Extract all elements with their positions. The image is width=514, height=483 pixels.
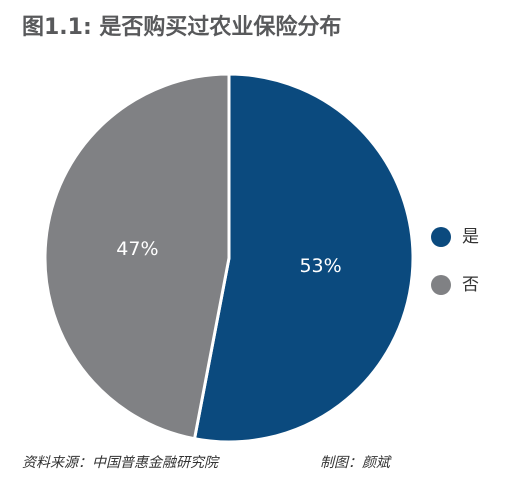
legend-marker [431, 275, 451, 295]
legend-label: 是 [462, 227, 479, 247]
legend-label: 否 [462, 275, 479, 295]
pie-slice [43, 72, 231, 441]
chart-title: 图1.1: 是否购买过农业保险分布 [22, 14, 341, 40]
source-note: 资料来源：中国普惠金融研究院 [22, 455, 220, 471]
credit-note: 制图：颜斌 [320, 455, 392, 471]
legend-marker [431, 227, 451, 247]
pie-slice [192, 72, 415, 444]
data-label: 47% [116, 238, 158, 260]
data-label: 53% [299, 255, 341, 277]
